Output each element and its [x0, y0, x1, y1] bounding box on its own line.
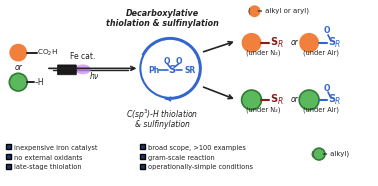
Text: R: R: [277, 40, 283, 49]
Circle shape: [9, 44, 27, 62]
Text: (: (: [248, 8, 251, 15]
Circle shape: [249, 5, 260, 17]
Text: R: R: [335, 97, 340, 106]
Circle shape: [313, 148, 325, 160]
Text: no external oxidants: no external oxidants: [14, 155, 83, 161]
Text: S: S: [169, 65, 176, 75]
Circle shape: [299, 33, 319, 53]
FancyBboxPatch shape: [140, 144, 145, 149]
Text: or: or: [290, 95, 298, 104]
Circle shape: [299, 90, 319, 110]
Text: O: O: [324, 26, 330, 36]
Text: CO$_2$H: CO$_2$H: [37, 47, 58, 58]
FancyBboxPatch shape: [140, 164, 145, 169]
FancyBboxPatch shape: [57, 65, 76, 75]
Text: (under Air): (under Air): [303, 49, 339, 56]
FancyBboxPatch shape: [6, 154, 11, 159]
Text: SR: SR: [184, 66, 195, 75]
Text: hν: hν: [90, 72, 99, 81]
Circle shape: [242, 90, 262, 110]
Text: R: R: [277, 97, 283, 106]
Text: thiolation & sulfinylation: thiolation & sulfinylation: [106, 19, 218, 28]
Text: (under N₂): (under N₂): [246, 107, 281, 113]
FancyBboxPatch shape: [140, 154, 145, 159]
Text: Ph: Ph: [148, 66, 159, 75]
Text: (under Air): (under Air): [303, 107, 339, 113]
Circle shape: [9, 73, 27, 91]
Text: O: O: [164, 57, 170, 66]
Text: = alkyl): = alkyl): [322, 151, 349, 157]
Text: –H: –H: [34, 78, 44, 87]
Text: S: S: [270, 94, 277, 104]
Text: $C$(sp$^3$)-$H$ thiolation: $C$(sp$^3$)-$H$ thiolation: [126, 108, 198, 122]
Text: S: S: [328, 94, 335, 104]
FancyBboxPatch shape: [6, 144, 11, 149]
Ellipse shape: [75, 64, 91, 74]
Text: Decarboxylative: Decarboxylative: [125, 9, 199, 18]
Text: O: O: [176, 57, 182, 66]
Text: (: (: [310, 151, 313, 157]
Text: operationally-simple conditions: operationally-simple conditions: [148, 164, 253, 170]
Text: (under N₂): (under N₂): [246, 49, 281, 56]
Text: or: or: [290, 38, 298, 47]
FancyBboxPatch shape: [6, 164, 11, 169]
Text: O: O: [324, 84, 330, 93]
Text: & sulfinylation: & sulfinylation: [135, 120, 190, 129]
Text: = alkyl or aryl): = alkyl or aryl): [257, 8, 310, 15]
Circle shape: [242, 33, 262, 53]
Text: inexpensive iron catalyst: inexpensive iron catalyst: [14, 145, 98, 151]
Text: or: or: [14, 63, 22, 72]
Text: S: S: [270, 37, 277, 47]
Text: broad scope, >100 examples: broad scope, >100 examples: [148, 145, 246, 151]
Text: late-stage thiolation: late-stage thiolation: [14, 164, 82, 170]
Text: gram-scale reaction: gram-scale reaction: [148, 155, 215, 161]
Circle shape: [140, 39, 200, 98]
Text: Fe cat.: Fe cat.: [70, 52, 96, 61]
Text: S: S: [328, 37, 335, 47]
Text: R: R: [335, 40, 340, 49]
